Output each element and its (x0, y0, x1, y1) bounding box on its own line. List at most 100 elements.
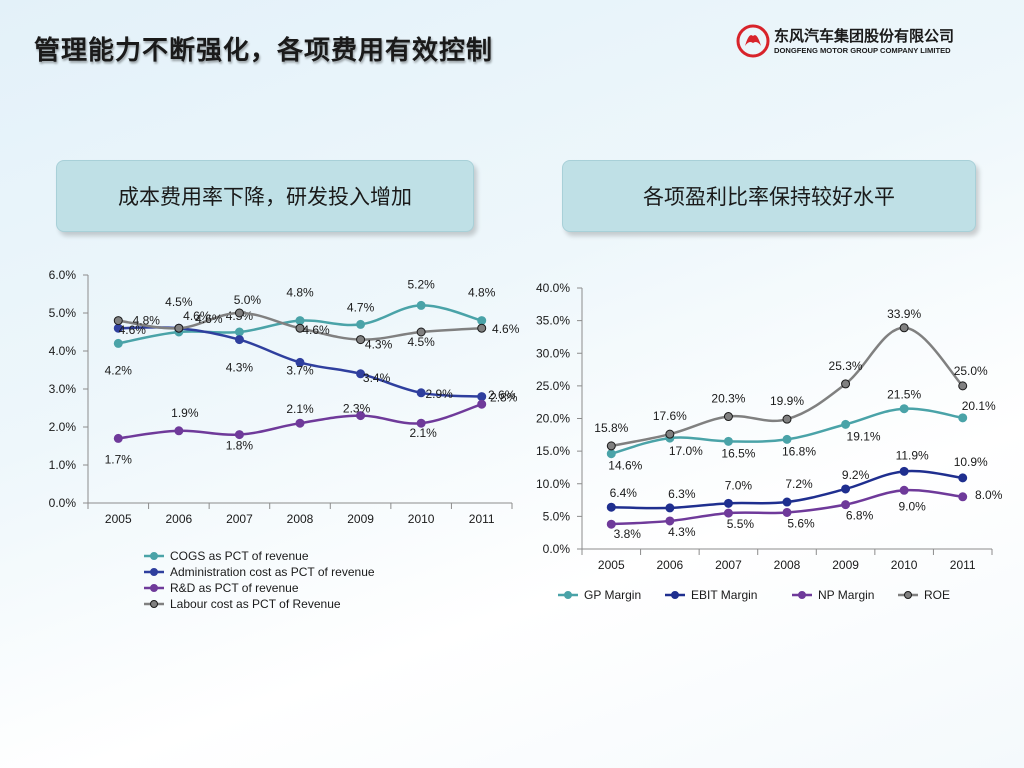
data-point (723, 412, 733, 422)
data-point (782, 414, 792, 424)
legend-label: COGS as PCT of revenue (170, 549, 309, 563)
y-tick-label: 5.0% (543, 509, 571, 523)
data-label: 1.9% (171, 406, 199, 420)
legend-label: ROE (924, 588, 950, 602)
data-label: 4.8% (133, 314, 161, 328)
y-tick-label: 35.0% (536, 314, 570, 328)
y-tick-label: 0.0% (543, 542, 571, 556)
legend-marker (150, 568, 158, 576)
data-label: 16.8% (782, 444, 816, 458)
data-label: 4.6% (183, 309, 211, 323)
data-point (295, 418, 305, 428)
data-label: 5.6% (787, 516, 815, 530)
y-tick-label: 0.0% (49, 496, 77, 510)
data-label: 2.1% (409, 426, 437, 440)
legend-label: EBIT Margin (691, 588, 757, 602)
data-point (958, 381, 968, 391)
data-label: 4.6% (492, 322, 520, 336)
data-label: 4.6% (195, 312, 223, 326)
data-label: 10.9% (954, 455, 988, 469)
data-point (356, 369, 366, 379)
data-label: 4.8% (468, 286, 496, 300)
data-point (899, 466, 909, 476)
data-label: 8.0% (975, 488, 1003, 502)
data-label: 19.9% (770, 394, 804, 408)
data-point (234, 335, 244, 345)
data-label: 3.4% (363, 371, 391, 385)
data-label: 25.3% (829, 359, 863, 373)
data-point (841, 379, 851, 389)
data-point (782, 507, 792, 517)
chart-2: 0.0% 5.0% 10.0% 15.0% 20.0% 25.0% 30.0% 35.0% 40… (536, 281, 1003, 602)
data-label: 4.3% (226, 361, 254, 375)
data-point (841, 419, 851, 429)
y-tick-label: 3.0% (49, 382, 77, 396)
data-point (958, 492, 968, 502)
right-panel-header: 各项盈利比率保持较好水平 (562, 160, 976, 232)
data-label: 4.5% (407, 335, 435, 349)
data-point (113, 433, 123, 443)
data-point (841, 484, 851, 494)
data-point (665, 503, 675, 513)
legend-marker (150, 552, 158, 560)
data-point (234, 327, 244, 337)
data-label: 1.7% (105, 452, 133, 466)
data-label: 3.8% (614, 527, 642, 541)
data-label: 7.0% (725, 478, 753, 492)
legend-label: NP Margin (818, 588, 874, 602)
data-label: 19.1% (847, 429, 881, 443)
data-label: 20.3% (711, 392, 745, 406)
data-label: 2.1% (286, 402, 314, 416)
left-panel-header: 成本费用率下降，研发投入增加 (56, 160, 474, 232)
data-label: 4.5% (165, 295, 193, 309)
y-tick-label: 2.0% (49, 420, 77, 434)
x-tick-label: 2006 (166, 512, 193, 526)
data-point (295, 357, 305, 367)
x-tick-label: 2008 (774, 558, 801, 572)
data-label: 4.6% (302, 323, 330, 337)
y-tick-label: 25.0% (536, 379, 570, 393)
data-point (416, 418, 426, 428)
data-point (295, 323, 305, 333)
data-label: 4.6% (119, 323, 147, 337)
data-label: 4.3% (668, 525, 696, 539)
data-label: 6.4% (610, 486, 638, 500)
data-label: 33.9% (887, 307, 921, 321)
y-tick-label: 40.0% (536, 281, 570, 295)
y-tick-label: 5.0% (49, 306, 77, 320)
data-point (958, 413, 968, 423)
data-point (723, 498, 733, 508)
data-point (477, 392, 487, 402)
data-label: 21.5% (887, 388, 921, 402)
x-tick-label: 2011 (950, 558, 976, 572)
data-point (606, 502, 616, 512)
data-label: 2.3% (343, 402, 371, 416)
x-tick-label: 2010 (408, 512, 435, 526)
data-point (899, 404, 909, 414)
legend-label: GP Margin (584, 588, 641, 602)
company-logo: 东风汽车集团股份有限公司 DONGFENG MOTOR GROUP COMPAN… (736, 24, 998, 60)
data-point (477, 316, 487, 326)
data-label: 5.2% (407, 277, 435, 291)
data-point (356, 411, 366, 421)
dongfeng-logo-icon (736, 24, 770, 58)
series-4: 15.8% 17.6% 20.3% 19.9% 25.3% 33.9% 25.0% (594, 307, 988, 451)
data-label: 17.0% (669, 444, 703, 458)
data-point (174, 323, 184, 333)
data-label: 9.2% (842, 468, 870, 482)
data-label: 4.3% (365, 338, 393, 352)
data-point (356, 335, 366, 345)
x-tick-label: 2008 (287, 512, 314, 526)
y-tick-label: 4.0% (49, 344, 77, 358)
legend-label: Labour cost as PCT of Revenue (170, 597, 341, 611)
data-point (665, 429, 675, 439)
slide-title: 管理能力不断强化，各项费用有效控制 (34, 36, 494, 66)
data-label: 16.5% (721, 446, 755, 460)
data-point (782, 434, 792, 444)
data-label: 25.0% (954, 364, 988, 378)
data-label: 4.8% (286, 286, 314, 300)
data-point (899, 323, 909, 333)
data-point (606, 519, 616, 529)
data-point (416, 300, 426, 310)
